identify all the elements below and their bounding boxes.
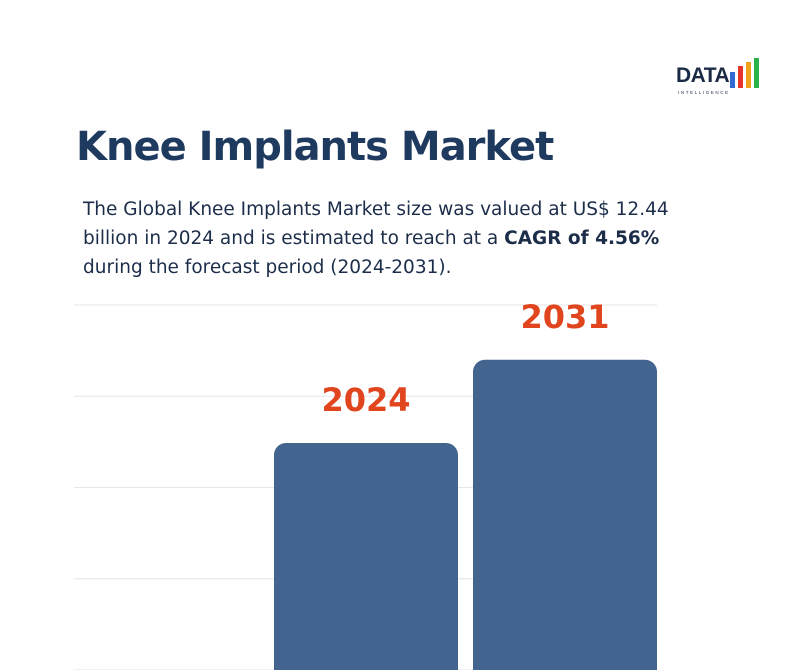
description-text: The Global Knee Implants Market size was… — [83, 199, 669, 249]
bar-label-2031: 2031 — [520, 300, 609, 336]
brand-tagline: INTELLIGENCE — [678, 90, 730, 95]
bar-chart-icon — [730, 58, 759, 88]
bar-label-2024: 2024 — [321, 381, 410, 419]
page-title: Knee Implants Market — [76, 124, 554, 170]
description-text-end: during the forecast period (2024-2031). — [83, 257, 452, 278]
cagr-highlight: CAGR of 4.56% — [504, 228, 660, 249]
bar-2031 — [473, 359, 657, 670]
brand-name: DATA — [676, 64, 730, 87]
chart-bar-labels: 2024 2031 — [321, 300, 609, 419]
bar-2024 — [274, 442, 458, 670]
chart-bars — [274, 359, 657, 670]
market-description: The Global Knee Implants Market size was… — [83, 195, 723, 282]
market-bar-chart: 2024 2031 — [74, 300, 657, 670]
brand-logo: DATA INTELLIGENCE — [676, 54, 766, 100]
